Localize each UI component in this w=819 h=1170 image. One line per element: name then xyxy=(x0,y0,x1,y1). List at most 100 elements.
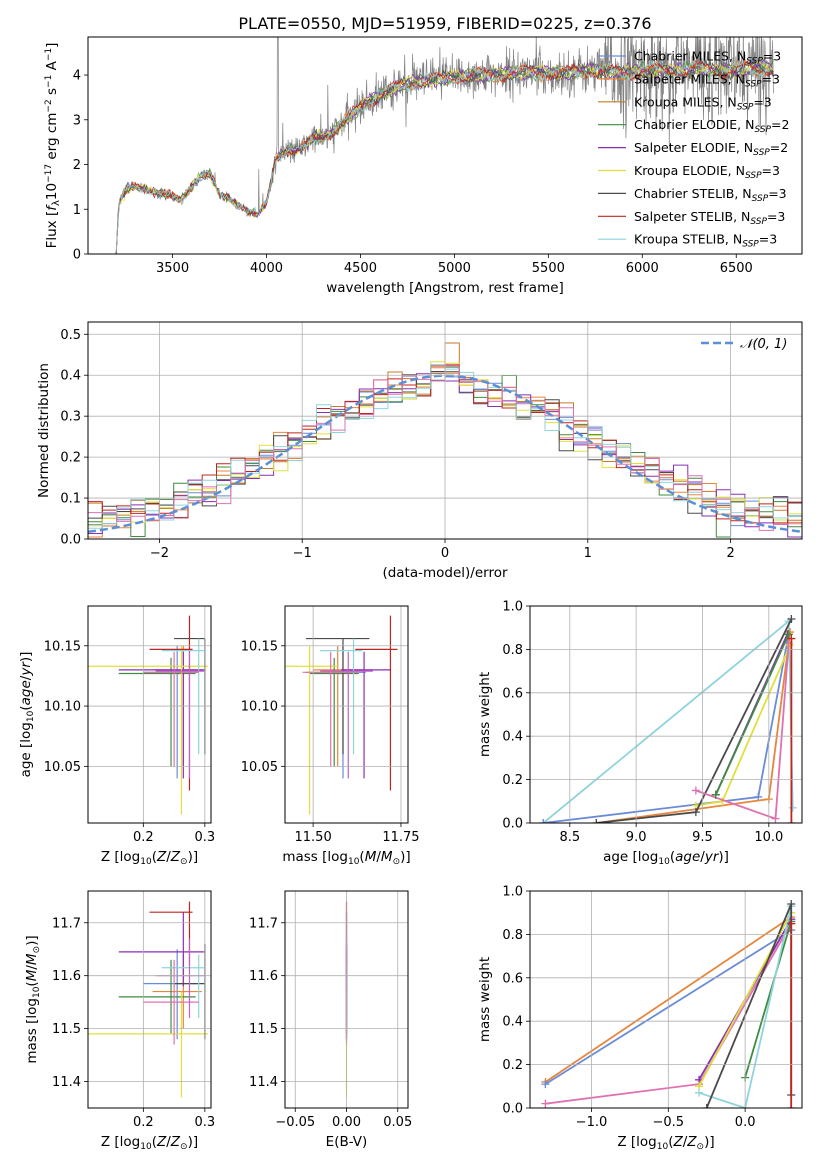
mass-weight-marker xyxy=(788,803,797,812)
mass-weight-marker xyxy=(787,900,796,909)
y-tick-label: 11.6 xyxy=(249,969,278,984)
y-tick-label: 11.7 xyxy=(249,916,278,931)
age_vs_mass-panel: 11.50 11.75 10.05 10.10 10.15 mass [log10(M/M… xyxy=(241,605,420,867)
x-tick-label: −0.05 xyxy=(275,1115,315,1130)
model-spectrum-salpeter-miles xyxy=(115,59,774,254)
y-tick-label: 2 xyxy=(73,158,81,173)
legend-label: Kroupa STELIB, NSSP=3 xyxy=(634,232,777,250)
errorbar-salpeter-stelib xyxy=(149,901,193,966)
x-tick-label: −0.5 xyxy=(653,1115,685,1130)
x-axis-label: Z [log10(Z/Z⊙)] xyxy=(617,1134,714,1152)
y-tick-label: 1.0 xyxy=(502,600,523,615)
mass-weight-line-chabrier-stelib xyxy=(592,615,796,823)
x-tick-label: 2 xyxy=(726,546,734,561)
legend-label: Salpeter ELODIE, NSSP=2 xyxy=(634,140,788,158)
mass-weight-marker xyxy=(787,634,796,643)
y-tick-label: 0.4 xyxy=(502,1015,523,1030)
mass-weight-marker xyxy=(592,819,601,823)
errorbar-chabrier-elodie xyxy=(118,959,196,1034)
mass-weight-marker xyxy=(539,819,548,823)
y-tick-label: 0.8 xyxy=(502,643,523,658)
y-tick-label: 0.3 xyxy=(60,410,81,425)
y-tick-label: 0.0 xyxy=(502,1102,523,1117)
mass_vs_EBV-panel: −0.05 0.00 0.05 11.4 11.5 11.6 11.7 E(B-V) xyxy=(249,890,412,1150)
age_vs_mass-plot-area xyxy=(285,615,398,815)
x-axis-label: age [log10(age/yr)] xyxy=(603,849,729,867)
x-tick-label: 0.05 xyxy=(383,1115,412,1130)
y-tick-label: 10.05 xyxy=(241,760,278,775)
mass-weight-marker xyxy=(787,1104,796,1108)
y-axis-label: mass weight xyxy=(477,957,493,1042)
massweight_vs_Z-panel: −1.0 −0.5 0.0 0.0 0.2 0.4 0.6 0.8 1.0 Z [log10(Z/… xyxy=(477,885,803,1152)
x-tick-label: 4500 xyxy=(344,261,377,276)
x-axis-label: (data-model)/error xyxy=(382,565,508,581)
x-tick-label: −2 xyxy=(150,546,169,561)
model-spectrum-chabrier-miles xyxy=(115,58,774,254)
model-spectrum-kroupa-elodie xyxy=(115,61,774,254)
axes-frame xyxy=(529,605,803,824)
axes-frame xyxy=(529,890,803,1109)
legend-label: Salpeter STELIB, NSSP=3 xyxy=(634,209,785,227)
mass-weight-marker xyxy=(787,819,796,823)
y-tick-label: 0.5 xyxy=(60,328,81,343)
y-tick-label: 0.6 xyxy=(502,686,523,701)
x-tick-label: 0.0 xyxy=(735,1115,756,1130)
x-tick-label: 9.5 xyxy=(692,830,713,845)
y-tick-label: 11.6 xyxy=(52,969,81,984)
age_vs_Z-panel: 0.2 0.3 10.05 10.10 10.15 Z [log10(Z/Z⊙)] age … xyxy=(18,605,216,867)
y-tick-label: 1 xyxy=(73,203,81,218)
x-tick-label: 0.3 xyxy=(195,830,216,845)
y-axis-label: mass weight xyxy=(477,672,493,757)
spectrum-plot-area xyxy=(115,37,774,254)
errorbar-chabrier-elodie xyxy=(118,657,196,767)
mass-weight-line-chabrier-elodie xyxy=(741,917,796,1082)
y-tick-label: 3 xyxy=(73,113,81,128)
x-tick-label: 0.2 xyxy=(133,1115,154,1130)
errorbar-chabrier-elodie xyxy=(309,657,359,767)
x-tick-label: 5500 xyxy=(532,261,565,276)
y-tick-label: 0.2 xyxy=(60,451,81,466)
y-axis-label: Normed distribution xyxy=(36,363,52,498)
mass-weight-marker xyxy=(787,919,796,928)
errorbar-chabrier-stelib xyxy=(306,637,370,755)
mass_vs_Z-plot-area xyxy=(88,901,208,1098)
y-tick-label: 11.4 xyxy=(249,1075,278,1090)
mass-weight-marker xyxy=(695,1088,704,1097)
errorbar-salpeter-stelib xyxy=(355,615,398,791)
errorbar-chabrier-miles xyxy=(306,645,366,779)
model-spectrum-chabrier-stelib xyxy=(115,59,774,254)
errorbar-kroupa-elodie xyxy=(88,991,208,1098)
mass_vs_Z-panel: 0.2 0.3 11.4 11.5 11.6 11.7 Z [log10(Z/Z⊙)] mas… xyxy=(24,890,215,1152)
errorbar-kroupa-stelib xyxy=(320,638,363,755)
errorbar-pink xyxy=(302,651,359,767)
y-tick-label: 10.15 xyxy=(241,639,278,654)
axes-frame xyxy=(87,36,803,255)
mass-weight-marker xyxy=(711,790,720,799)
y-tick-label: 0.4 xyxy=(502,730,523,745)
legend-label: Chabrier MILES, NSSP=3 xyxy=(634,49,781,67)
y-tick-label: 11.7 xyxy=(52,916,81,931)
x-tick-label: 10.0 xyxy=(754,830,783,845)
x-tick-label: 0 xyxy=(441,546,449,561)
figure-title: PLATE=0550, MJD=51959, FIBERID=0225, z=0… xyxy=(238,14,651,33)
model-spectrum-salpeter-stelib xyxy=(115,60,774,253)
mass-weight-marker xyxy=(691,786,700,795)
x-tick-label: 11.50 xyxy=(295,830,332,845)
y-tick-label: 0.0 xyxy=(502,817,523,832)
legend-label: Chabrier ELODIE, NSSP=2 xyxy=(634,117,789,135)
residuals-panel: −2 −1 0 1 2 0.0 0.1 0.2 0.3 0.4 0.5 (data-model)/er… xyxy=(36,321,803,581)
mass-weight-marker xyxy=(787,615,796,624)
y-tick-label: 0 xyxy=(73,248,81,263)
y-tick-label: 0.6 xyxy=(502,971,523,986)
x-tick-label: 0.00 xyxy=(332,1115,361,1130)
axes-frame xyxy=(87,890,212,1109)
errorbar-salpeter-elodie xyxy=(341,651,391,779)
x-axis-label: Z [log10(Z/Z⊙)] xyxy=(101,849,198,867)
gaussian-legend-label: 𝒩(0, 1) xyxy=(740,337,787,352)
y-tick-label: 11.5 xyxy=(52,1022,81,1037)
y-tick-label: 10.10 xyxy=(44,700,81,715)
y-tick-label: 0.0 xyxy=(60,533,81,548)
x-axis-label: E(B-V) xyxy=(326,1134,368,1150)
errorbar-salpeter-elodie xyxy=(118,651,205,779)
mass-weight-marker xyxy=(541,1080,550,1089)
